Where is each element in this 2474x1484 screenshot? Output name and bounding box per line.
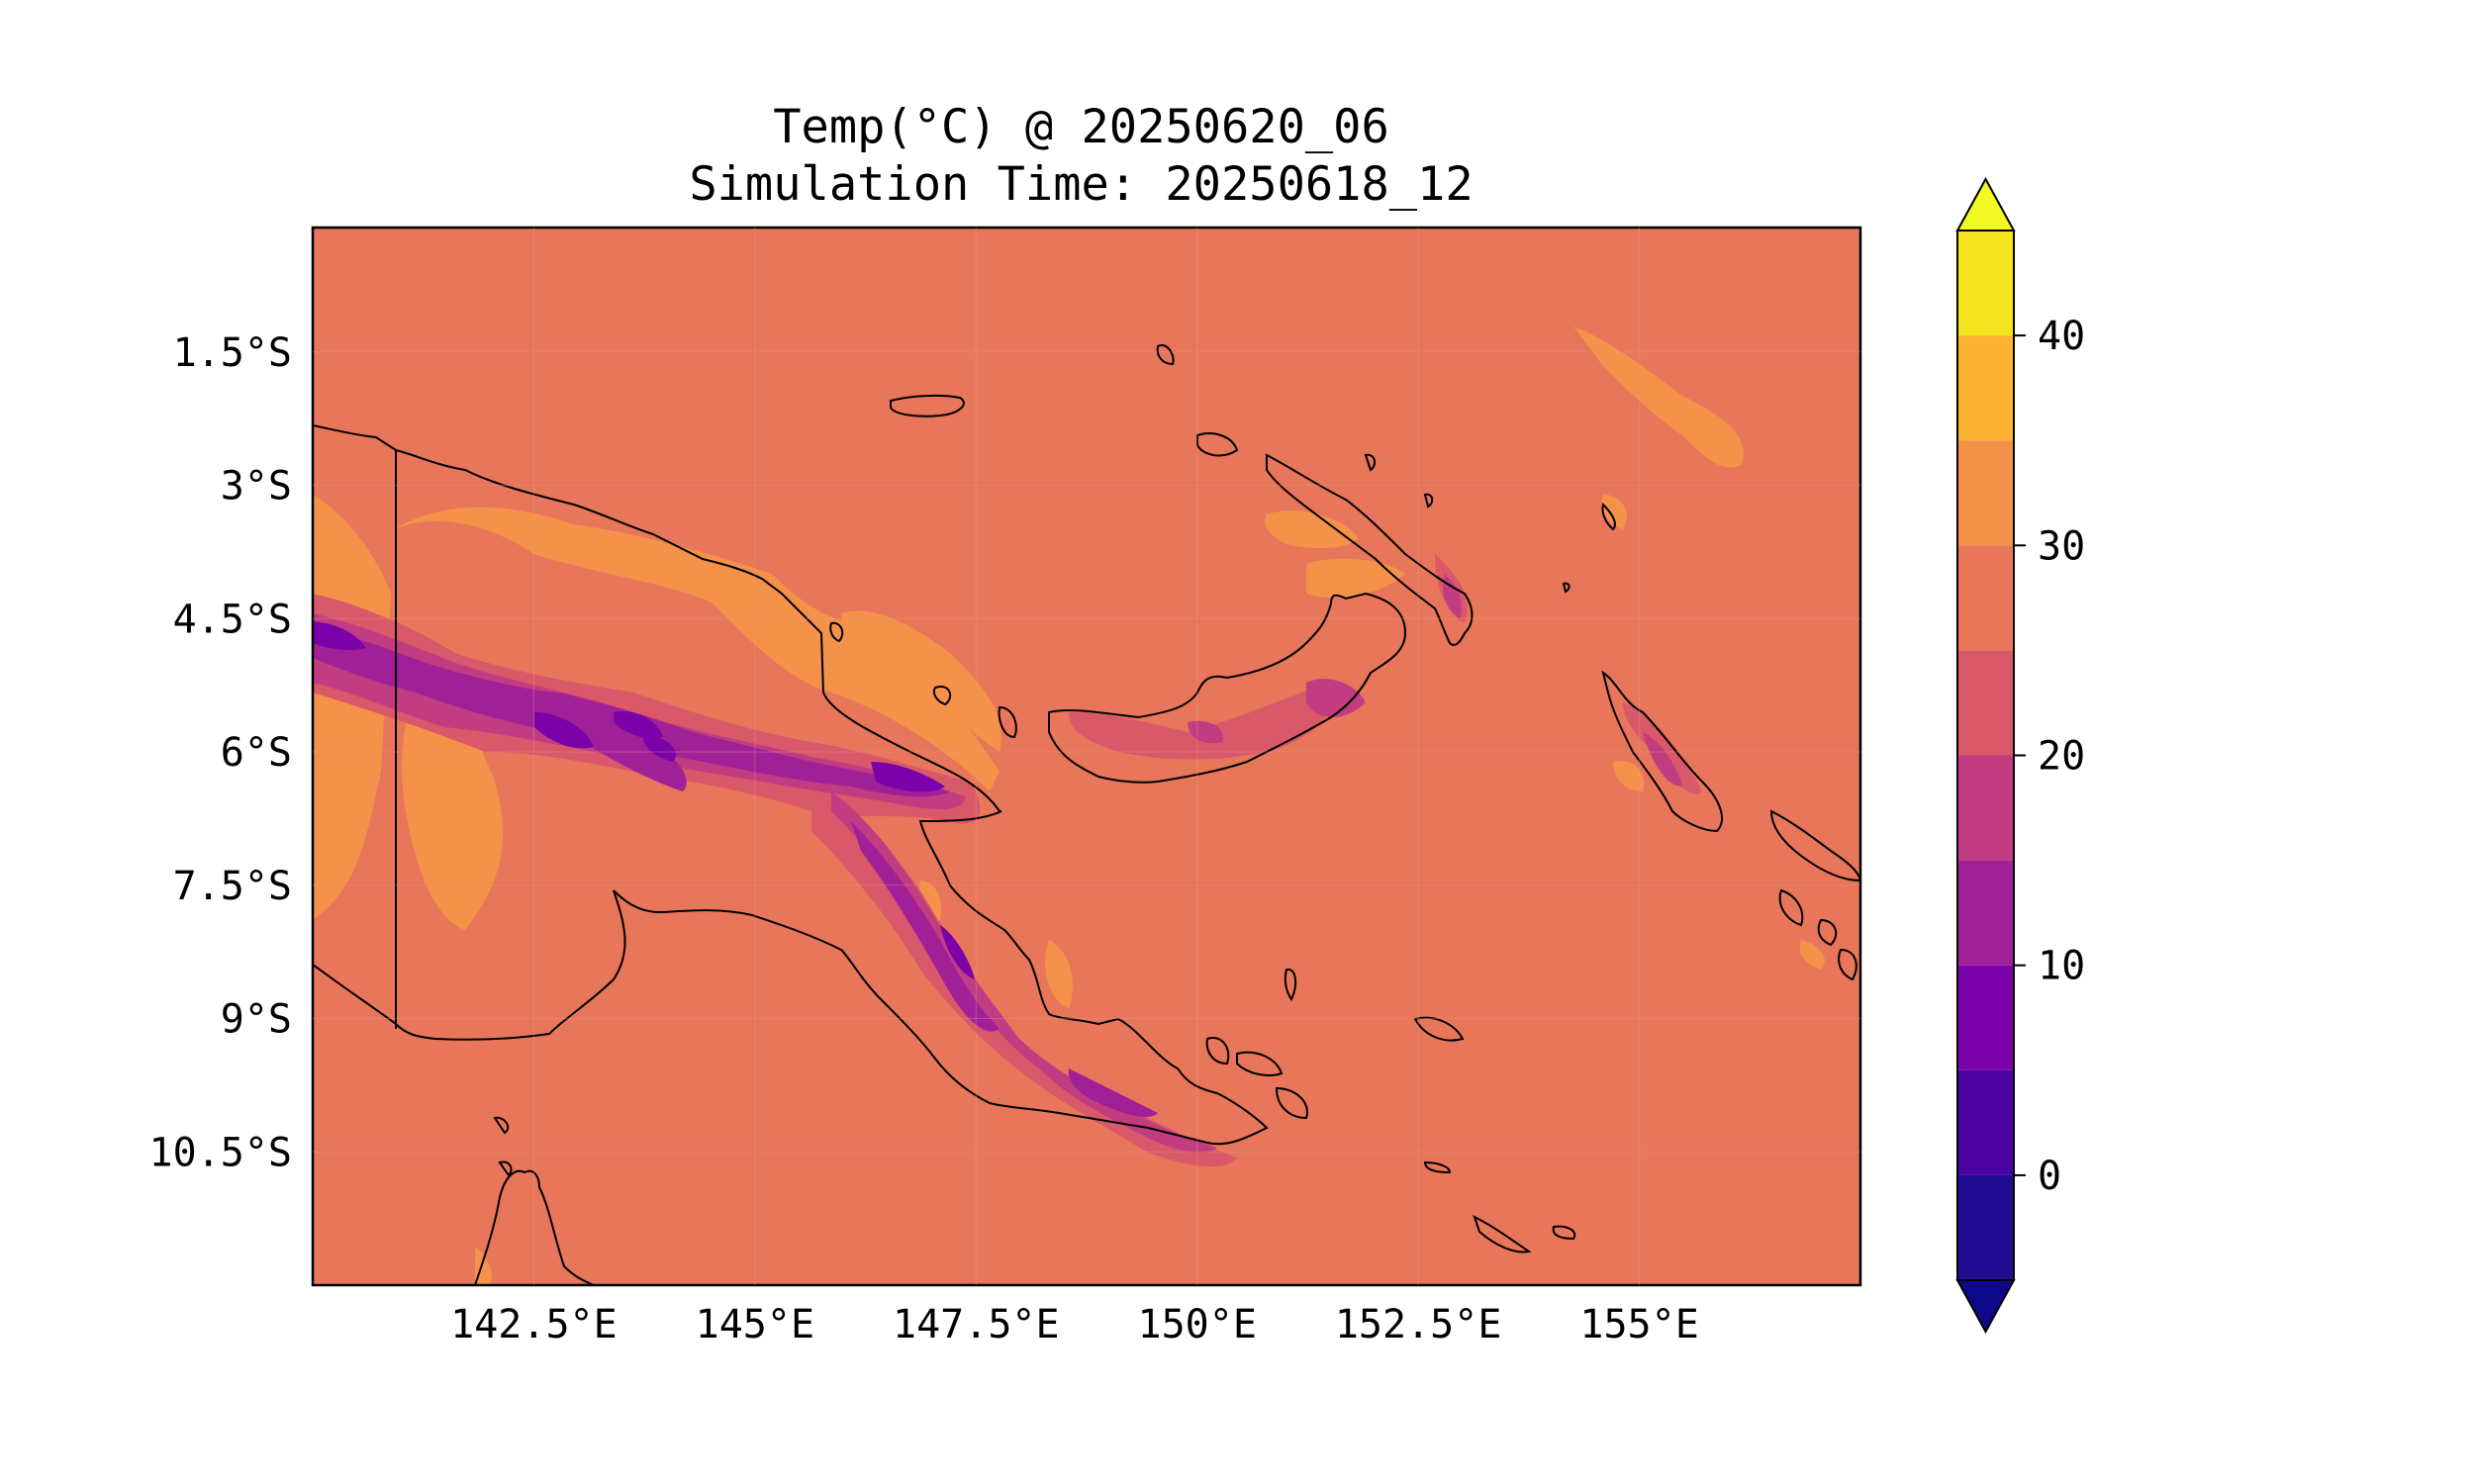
map-frame [311,226,1862,1287]
y-tick-label: 7.5°S [173,864,292,909]
louisiade-archipelago [1423,1160,1452,1174]
colorbar-segment [1957,545,2014,651]
bougainville-coastline [1601,670,1723,833]
y-tick-label: 4.5°S [173,597,292,642]
map-title-line1: Temp(°C) @ 20250620_06 [773,100,1389,154]
cape-york-coastline [474,1169,595,1285]
temperature-contours [313,326,1825,1285]
colorbar-tick-label: 40 [2038,314,2085,359]
y-tick-label: 6°S [221,730,292,776]
y-axis-ticks: 1.5°S 3°S 4.5°S 6°S 7.5°S 9°S 10.5°S [149,330,1860,1175]
colorbar-segment [1957,965,2014,1070]
x-tick-label: 145°E [696,1302,814,1347]
x-tick-label: 155°E [1579,1302,1698,1347]
trobriand-islands [1413,1016,1465,1042]
map-title-line2: Simulation Time: 20250618_12 [689,157,1474,212]
coastlines [313,344,1860,1285]
x-tick-label: 152.5°E [1335,1302,1502,1347]
new-ireland-coastline [1266,453,1474,646]
colorbar-segment [1957,1069,2014,1175]
dentrecasteaux-islands [1205,1037,1230,1066]
colorbar-tick-label: 10 [2038,944,2085,989]
y-tick-label: 9°S [221,997,292,1043]
x-axis-ticks: 142.5°E 145°E 147.5°E 150°E 152.5°E 155°E [450,228,1699,1347]
colorbar-segment [1957,1174,2014,1280]
new-britain-coastline [1048,592,1407,784]
x-tick-label: 142.5°E [450,1302,618,1347]
colorbar-segment [1957,335,2014,441]
y-tick-label: 3°S [221,464,292,510]
new-guinea-coastline [313,424,1269,1146]
contour-band-5-10 [313,621,975,979]
colorbar-segment [1957,440,2014,546]
colorbar-tick-label: 30 [2038,523,2085,569]
y-tick-label: 10.5°S [149,1130,293,1175]
colorbar: 0 10 20 30 40 [1955,176,2085,1335]
colorbar-extend-min [1955,1279,2016,1335]
colorbar-tick-label: 20 [2038,734,2085,780]
colorbar-segment [1957,650,2014,756]
solomon-islands-coastline [1769,809,1860,882]
x-tick-label: 147.5°E [893,1302,1060,1347]
colorbar-segment [1957,755,2014,861]
manus-island [890,394,965,417]
y-tick-label: 1.5°S [173,330,292,376]
colorbar-segment [1957,231,2014,336]
colorbar-extend-max [1955,176,2016,232]
colorbar-segment [1957,860,2014,966]
colorbar-tick-label: 0 [2038,1154,2061,1199]
x-tick-label: 150°E [1138,1302,1257,1347]
